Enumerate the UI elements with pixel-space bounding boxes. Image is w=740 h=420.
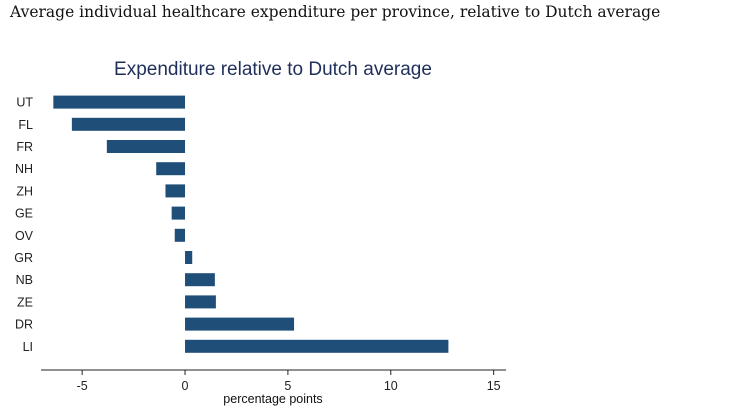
x-tick-label: 0 (182, 379, 189, 393)
figure-caption: Average individual healthcare expenditur… (10, 3, 661, 21)
category-label-fl: FL (18, 118, 33, 132)
bar-ut (53, 95, 186, 109)
bar-ze (185, 295, 216, 309)
x-axis-title: percentage points (223, 392, 322, 406)
x-tick-label: 15 (487, 379, 501, 393)
bar-gr (185, 251, 193, 264)
chart-title: Expenditure relative to Dutch average (114, 59, 432, 80)
x-tick-label: -5 (77, 379, 88, 393)
bar-li (185, 339, 449, 353)
category-label-gr: GR (14, 251, 33, 265)
x-tick-label: 10 (384, 379, 398, 393)
bar-fr (106, 140, 186, 153)
category-label-ze: ZE (17, 295, 33, 309)
x-tick-label: 5 (284, 379, 291, 393)
category-label-ge: GE (15, 207, 33, 221)
category-label-li: LI (23, 340, 33, 354)
category-label-dr: DR (15, 318, 33, 332)
x-ticks-group: -5 0 5 10 15 (77, 370, 501, 393)
category-label-ut: UT (16, 96, 33, 110)
category-label-nh: NH (15, 162, 33, 176)
bar-ge (171, 206, 186, 220)
category-label-fr: FR (16, 140, 33, 154)
bar-zh (165, 184, 186, 198)
category-label-nb: NB (16, 273, 33, 287)
bar-ov (174, 228, 186, 242)
bar-fl (71, 117, 186, 131)
category-label-zh: ZH (16, 184, 33, 198)
category-label-ov: OV (15, 229, 34, 243)
bar-nh (156, 162, 186, 176)
bars-group (53, 95, 449, 353)
bar-dr (185, 317, 295, 331)
bar-nb (185, 273, 215, 287)
category-labels-group: UT FL FR NH ZH GE OV GR NB ZE DR LI (14, 96, 33, 354)
